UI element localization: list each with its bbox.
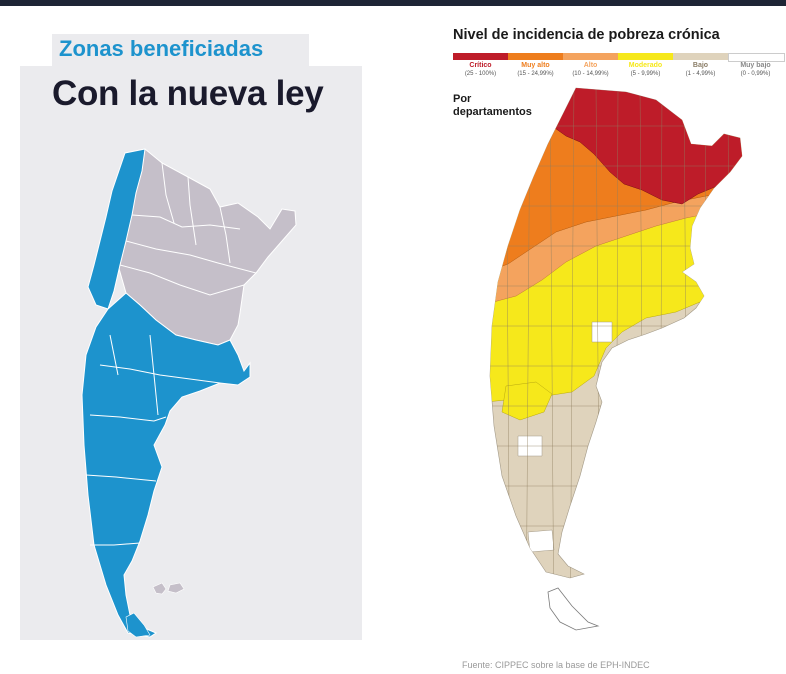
benefited-zones-map	[81, 148, 297, 638]
legend-label-alto: Alto	[583, 62, 598, 69]
legend-swatch-alto	[563, 53, 618, 60]
legend-range-muy-alto: (15 - 24,99%)	[517, 71, 554, 77]
legend-item-alto: Alto (10 - 14,99%)	[563, 53, 618, 83]
by-department-line2: departamentos	[453, 106, 532, 118]
legend-label-muy-alto: Muy alto	[521, 62, 550, 69]
map-malvinas-islands	[152, 582, 185, 595]
legend-range-alto: (10 - 14,99%)	[572, 71, 609, 77]
by-department-line1: Por	[453, 93, 472, 105]
legend-range-moderado: (5 - 9,99%)	[630, 71, 661, 77]
map-tierra-del-fuego	[125, 612, 151, 638]
left-title-background	[52, 34, 309, 68]
legend-label-muy-bajo: Muy bajo	[740, 62, 771, 69]
map-tierra-del-fuego-right	[547, 587, 600, 631]
legend-item-muy-bajo: Muy bajo (0 - 0,99%)	[728, 53, 785, 83]
map-south-blue-region	[81, 292, 251, 638]
map-patch-very-low-1	[591, 321, 613, 343]
map-province-borders	[85, 162, 257, 546]
map-northwest-blue-strip	[87, 148, 146, 310]
top-bar	[0, 0, 786, 6]
legend-item-bajo: Bajo (1 - 4,99%)	[673, 53, 728, 83]
map-patch-very-low-3	[527, 529, 555, 553]
legend-item-critico: Crítico (25 - 100%)	[453, 53, 508, 83]
legend-label-critico: Crítico	[469, 62, 492, 69]
legend-swatch-bajo	[673, 53, 728, 60]
left-subtitle: Con la nueva ley	[52, 74, 324, 113]
map-patch-moderate-south	[501, 381, 553, 421]
legend-swatch-muy-alto	[508, 53, 563, 60]
legend-swatch-critico	[453, 53, 508, 60]
legend-range-critico: (25 - 100%)	[464, 71, 497, 77]
chronic-poverty-map	[489, 87, 743, 631]
legend-range-muy-bajo: (0 - 0,99%)	[740, 71, 771, 77]
legend-item-muy-alto: Muy alto (15 - 24,99%)	[508, 53, 563, 83]
left-title: Zonas beneficiadas	[59, 36, 264, 61]
source-note: Fuente: CIPPEC sobre la base de EPH-INDE…	[462, 660, 650, 670]
legend-swatch-muy-bajo	[728, 53, 785, 62]
legend-label-bajo: Bajo	[692, 62, 709, 69]
right-title: Nivel de incidencia de pobreza crónica	[453, 27, 720, 43]
legend-label-moderado: Moderado	[628, 62, 663, 69]
legend: Crítico (25 - 100%) Muy alto (15 - 24,99…	[453, 53, 785, 83]
legend-item-moderado: Moderado (5 - 9,99%)	[618, 53, 673, 83]
legend-range-bajo: (1 - 4,99%)	[685, 71, 716, 77]
by-department-label: Por departamentos	[453, 93, 553, 119]
legend-swatch-moderado	[618, 53, 673, 60]
